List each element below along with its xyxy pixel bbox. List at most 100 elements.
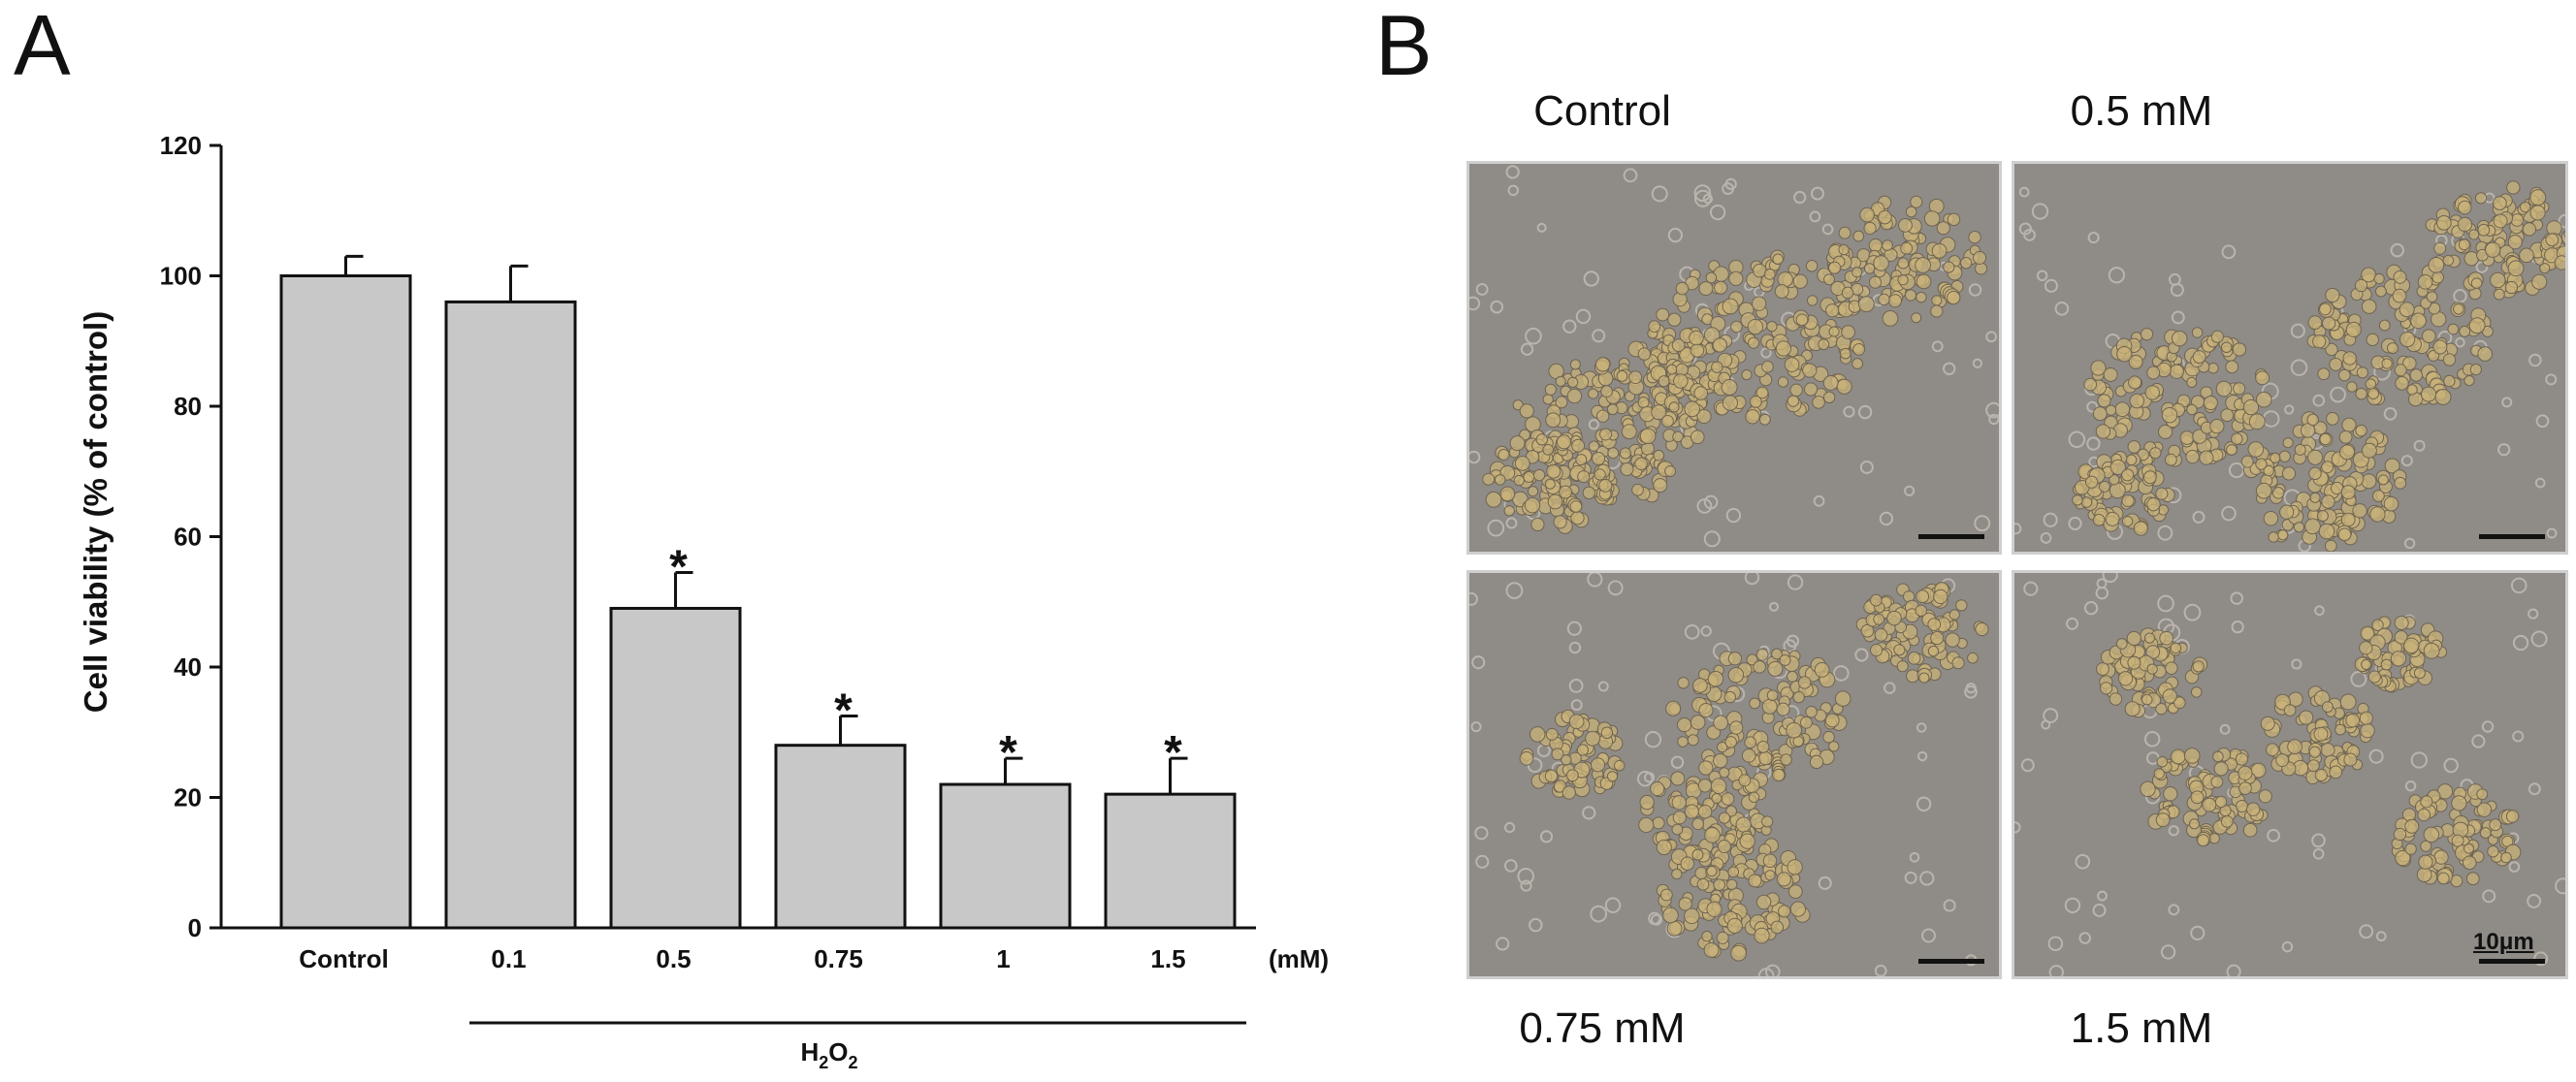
- cell-cluster-dot: [2242, 398, 2260, 416]
- cell-dot: [1931, 340, 1944, 353]
- cell-cluster-dot: [1497, 449, 1510, 461]
- cell-cluster-dot: [1959, 257, 1973, 270]
- cell-dot: [2108, 267, 2126, 284]
- cell-cluster-dot: [2343, 752, 2358, 767]
- cell-cluster-dot: [1802, 363, 1818, 378]
- cell-cluster-dot: [1948, 609, 1960, 621]
- micrograph-0-5: [2012, 161, 2568, 555]
- cell-cluster-dot: [2188, 818, 2201, 830]
- cell-cluster-dot: [1594, 468, 1606, 481]
- cell-dot: [1972, 358, 1983, 368]
- cell-cluster-dot: [1691, 848, 1704, 861]
- cell-cluster-dot: [1767, 660, 1784, 677]
- cell-cluster-dot: [1973, 250, 1987, 265]
- cell-cluster-dot: [1822, 374, 1839, 391]
- cell-dot: [2383, 407, 2398, 421]
- x-tick-label: 1.5: [1150, 944, 1185, 973]
- y-tick-label: 40: [174, 652, 202, 682]
- cell-cluster-dot: [1915, 257, 1931, 273]
- cell-cluster-dot: [1631, 483, 1644, 496]
- cell-cluster-dot: [1947, 212, 1961, 227]
- cell-cluster-dot: [2428, 302, 2441, 315]
- cell-cluster-dot: [2146, 366, 2161, 380]
- cell-cluster-dot: [1519, 751, 1534, 766]
- cell-cluster-dot: [2531, 273, 2548, 290]
- cell-cluster-dot: [2121, 493, 2135, 508]
- cell-dot: [2546, 527, 2558, 539]
- cell-cluster-dot: [1763, 268, 1776, 280]
- cell-cluster-dot: [1967, 652, 1979, 664]
- cell-cluster-dot: [2100, 682, 2113, 695]
- cell-cluster-dot: [1561, 754, 1572, 766]
- cell-dot: [2312, 394, 2326, 407]
- cell-dot: [1985, 331, 1998, 343]
- cell-cluster-dot: [1789, 901, 1807, 917]
- cell-dot: [2512, 730, 2525, 743]
- cell-cluster-dot: [2383, 495, 2399, 512]
- cell-dot: [1507, 184, 1519, 197]
- cell-dot: [2312, 847, 2325, 860]
- cell-cluster-dot: [1896, 660, 1909, 673]
- cell-cluster-dot: [2141, 693, 2153, 706]
- cell-dot: [2068, 516, 2082, 531]
- cell-cluster-dot: [2418, 854, 2433, 870]
- cell-cluster-dot: [1751, 296, 1767, 311]
- cell-cluster-dot: [1613, 759, 1626, 772]
- cell-cluster-dot: [2129, 393, 2145, 409]
- cell-cluster-dot: [1690, 343, 1705, 358]
- cell-cluster-dot: [2321, 494, 2335, 509]
- cell-cluster-dot: [1975, 262, 1988, 275]
- cell-dot: [2047, 936, 2064, 952]
- cell-dot: [2291, 658, 2302, 670]
- cell-cluster-dot: [1746, 653, 1758, 666]
- cell-cluster-dot: [1697, 779, 1713, 793]
- cell-cluster-dot: [2470, 277, 2483, 290]
- cell-cluster-dot: [1652, 816, 1665, 830]
- cell-dot: [1505, 165, 1520, 179]
- cell-cluster-dot: [1529, 726, 1546, 743]
- cell-cluster-dot: [2361, 473, 2377, 490]
- cell-cluster-dot: [2345, 321, 2362, 338]
- cell-cluster-dot: [1859, 207, 1875, 223]
- cell-dot: [1539, 830, 1554, 843]
- cell-cluster-dot: [2171, 330, 2188, 347]
- cell-cluster-dot: [1637, 397, 1650, 409]
- cell-cluster-dot: [1780, 753, 1792, 766]
- cell-cluster-dot: [1905, 206, 1917, 218]
- cell-cluster-dot: [2165, 661, 2178, 675]
- cell-cluster-dot: [1665, 700, 1682, 716]
- cell-cluster-dot: [1730, 320, 1743, 334]
- cell-cluster-dot: [1930, 631, 1945, 646]
- cell-cluster-dot: [2307, 449, 2324, 465]
- cell-cluster-dot: [1691, 678, 1708, 693]
- cell-cluster-dot: [2309, 492, 2321, 503]
- cell-cluster-dot: [1764, 870, 1776, 881]
- cell-cluster-dot: [2231, 432, 2243, 445]
- cell-cluster-dot: [2116, 346, 2133, 363]
- cell-cluster-dot: [2279, 504, 2295, 520]
- cell-cluster-dot: [2404, 818, 2420, 834]
- cell-cluster-dot: [2359, 711, 2373, 725]
- cell-dot: [2475, 261, 2489, 273]
- cell-cluster-dot: [1588, 388, 1599, 399]
- group-label-sub1: 2: [819, 1053, 828, 1072]
- cell-cluster-dot: [2155, 812, 2171, 828]
- cell-cluster-dot: [1728, 270, 1744, 286]
- cell-cluster-dot: [1503, 505, 1515, 517]
- cell-cluster-dot: [1888, 294, 1903, 308]
- cell-cluster-dot: [1806, 295, 1819, 306]
- cell-cluster-dot: [2306, 413, 2320, 427]
- cell-cluster-dot: [2294, 443, 2306, 456]
- cell-dot: [1921, 928, 1937, 943]
- cell-cluster-dot: [1713, 715, 1729, 731]
- cell-cluster-dot: [2192, 350, 2206, 365]
- cell-cluster-dot: [2326, 412, 2339, 426]
- cell-dot: [1636, 771, 1654, 787]
- cell-cluster-dot: [2519, 201, 2531, 213]
- cell-cluster-dot: [1677, 736, 1689, 748]
- cell-cluster-dot: [1789, 383, 1803, 398]
- cell-dot: [2066, 617, 2079, 630]
- cell-dot: [2230, 591, 2243, 605]
- cell-dot: [1919, 871, 1935, 886]
- cell-cluster-dot: [1706, 865, 1718, 877]
